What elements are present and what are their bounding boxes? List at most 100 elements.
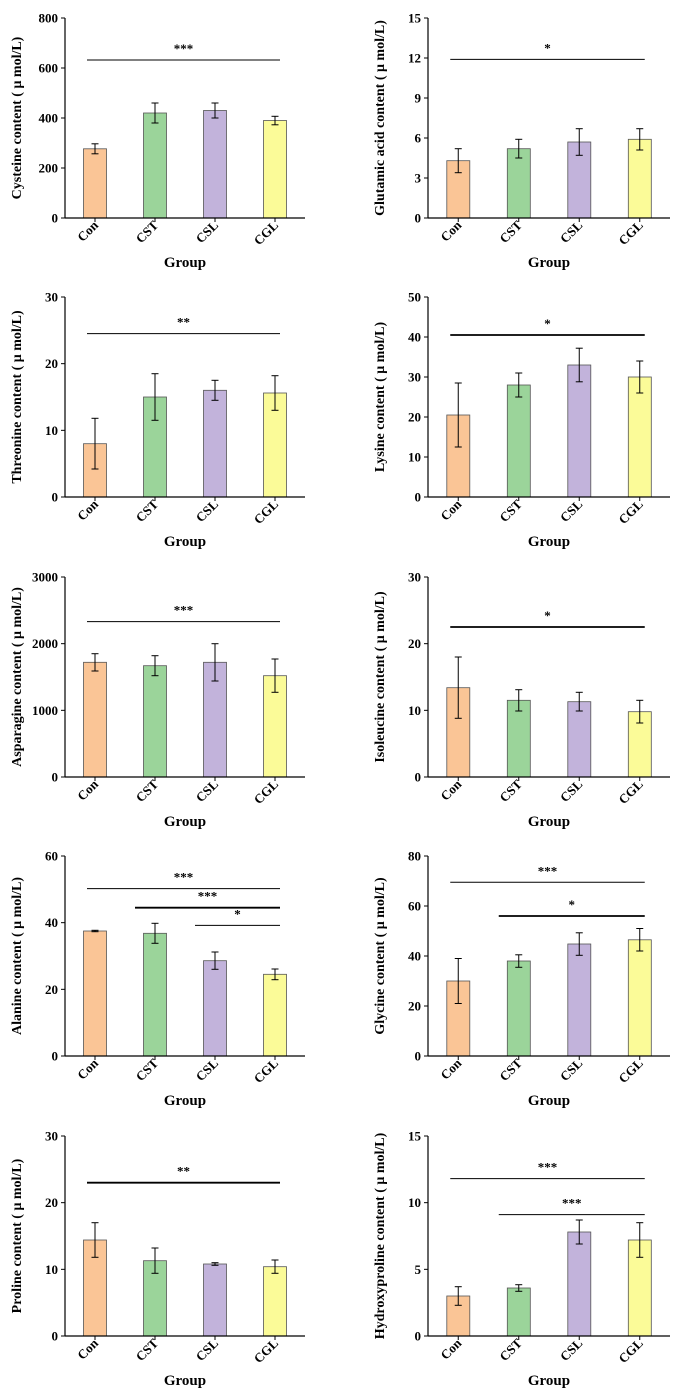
y-axis-title: Cysteine content ( μ mol/L)	[10, 36, 25, 199]
y-tick-label: 600	[39, 61, 59, 76]
y-tick-label: 10	[45, 423, 58, 438]
y-tick-label: 80	[408, 849, 421, 864]
chart-panel-3: 0 10 20 30 Con CST CSL CGL Group Threonine conten…	[10, 290, 305, 550]
y-tick-label: 30	[408, 570, 421, 585]
chart-panel-8: 0 20 40 60 80 Con CST CSL CGL Group Glycine conten…	[373, 849, 670, 1109]
x-tick-label-csl: CSL	[557, 1055, 586, 1084]
error-bar-cst	[151, 102, 159, 124]
x-tick-label-cst: CST	[133, 496, 162, 525]
y-tick-label: 2000	[32, 636, 58, 651]
x-tick-label-cst: CST	[133, 1335, 162, 1364]
x-axis-title: Group	[528, 255, 570, 271]
y-tick-label: 20	[45, 356, 58, 371]
x-tick-label-cst: CST	[496, 776, 525, 805]
x-tick-label-csl: CSL	[557, 217, 586, 246]
bar-con	[83, 930, 107, 1057]
y-tick-label: 60	[45, 849, 58, 864]
bar-csl	[567, 364, 592, 498]
x-tick-label-con: Con	[437, 1055, 464, 1082]
y-tick-label: 10	[408, 703, 421, 718]
error-bar-cst	[151, 922, 159, 944]
x-tick-label-cst: CST	[496, 1055, 525, 1084]
significance-label: ***	[538, 1160, 558, 1175]
x-tick-label-cgl: CGL	[251, 1335, 282, 1366]
error-bar-con	[454, 148, 462, 174]
x-tick-label-cgl: CGL	[615, 496, 646, 527]
y-tick-label: 5	[415, 1262, 422, 1277]
x-axis-title: Group	[164, 814, 206, 830]
bar-cgl	[627, 138, 652, 219]
x-tick-label-csl: CSL	[557, 776, 586, 805]
x-tick-label-csl: CSL	[193, 1055, 222, 1084]
x-axis-title: Group	[528, 1373, 570, 1388]
y-tick-label: 0	[415, 490, 422, 505]
error-bar-cgl	[271, 115, 279, 126]
y-tick-label: 10	[408, 1195, 421, 1210]
x-tick-label-cst: CST	[496, 217, 525, 246]
bar-cst	[143, 932, 167, 1057]
bar-csl	[567, 1231, 592, 1337]
significance-label: ***	[174, 603, 194, 618]
error-bar-con	[454, 382, 462, 448]
y-tick-label: 10	[408, 450, 421, 465]
bar-cgl	[627, 376, 652, 498]
bar-csl	[203, 1263, 227, 1337]
error-bar-csl	[575, 1219, 583, 1245]
y-tick-label: 0	[52, 490, 59, 505]
significance-label: *	[234, 906, 241, 921]
y-tick-label: 0	[52, 770, 59, 785]
y-tick-label: 0	[415, 770, 422, 785]
y-tick-label: 40	[45, 915, 58, 930]
error-bar-csl	[211, 102, 219, 119]
y-axis-title: Proline content ( μ mol/L)	[10, 1158, 25, 1313]
bar-cst	[143, 665, 167, 778]
x-axis-title: Group	[164, 534, 206, 550]
y-tick-label: 50	[408, 290, 421, 305]
x-axis-title: Group	[528, 1093, 570, 1109]
error-bar-cgl	[636, 128, 644, 151]
x-tick-label-cgl: CGL	[251, 1055, 282, 1086]
bar-cgl	[263, 1266, 287, 1337]
x-axis-title: Group	[528, 534, 570, 550]
error-bar-con	[454, 1286, 462, 1306]
error-bar-cgl	[636, 699, 644, 724]
bar-csl	[203, 960, 227, 1057]
chart-panel-9: 0 10 20 30 Con CST CSL CGL Group Proline content …	[10, 1129, 305, 1388]
x-tick-label-con: Con	[437, 1335, 464, 1362]
chart-panel-7: 0 20 40 60 Con CST CSL CGL Group Alanine content …	[10, 849, 305, 1109]
bar-csl	[567, 701, 592, 778]
x-tick-label-cgl: CGL	[615, 1055, 646, 1086]
y-tick-label: 3	[415, 171, 422, 186]
y-tick-label: 0	[415, 1329, 422, 1344]
y-tick-label: 20	[45, 1195, 58, 1210]
y-tick-label: 40	[408, 949, 421, 964]
error-bar-con	[91, 653, 99, 672]
bar-cst	[506, 1287, 531, 1337]
chart-panel-10: 0 5 10 15 Con CST CSL CGL Group Hydroxyproline co…	[373, 1129, 670, 1388]
chart-panel-2: 0 3 6 9 12 15 Con CST CSL CGL Group Glutamic acid c…	[373, 11, 670, 271]
error-bar-cgl	[271, 1259, 279, 1274]
x-axis-title: Group	[164, 1373, 206, 1388]
error-bar-csl	[211, 1262, 219, 1266]
error-bar-con	[91, 1222, 99, 1258]
significance-label: ***	[198, 889, 218, 904]
error-bar-cst	[151, 655, 159, 677]
x-tick-label-cgl: CGL	[251, 217, 282, 248]
y-tick-label: 20	[408, 636, 421, 651]
error-bar-con	[91, 143, 99, 155]
error-bar-cgl	[636, 928, 644, 952]
x-tick-label-cst: CST	[496, 1335, 525, 1364]
significance-label: *	[544, 40, 551, 55]
x-tick-label-con: Con	[74, 1335, 101, 1362]
error-bar-cst	[515, 954, 523, 968]
y-tick-label: 15	[408, 1129, 422, 1144]
bar-cst	[506, 148, 531, 219]
error-bar-cst	[151, 1247, 159, 1274]
x-tick-label-csl: CSL	[557, 496, 586, 525]
bar-cst	[143, 112, 167, 219]
bar-cst	[506, 384, 531, 498]
y-tick-label: 6	[415, 131, 422, 146]
x-tick-label-con: Con	[437, 217, 464, 244]
error-bar-con	[454, 958, 462, 1004]
